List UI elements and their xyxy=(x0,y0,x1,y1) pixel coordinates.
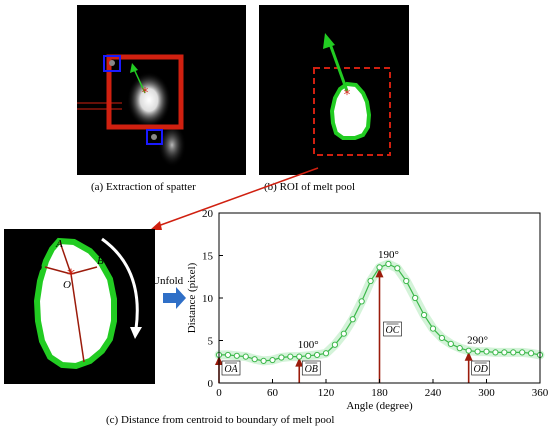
vector-label: OB xyxy=(305,364,318,375)
roi-dashed-box xyxy=(313,67,391,156)
spatter-extraction-graphic: * xyxy=(77,54,186,167)
data-point xyxy=(492,349,499,356)
vector-label-box xyxy=(383,321,402,337)
melt-pool-radii-graphic: * A B D O C xyxy=(33,237,142,382)
distance-arrowhead xyxy=(375,268,384,278)
data-point xyxy=(527,350,535,357)
data-point xyxy=(269,356,276,364)
x-tick-label: 360 xyxy=(532,387,549,399)
point-label-d: D xyxy=(33,262,42,274)
vector-label-box xyxy=(221,360,241,376)
distance-arrowhead xyxy=(464,351,473,361)
point-label-a: A xyxy=(55,238,63,250)
data-point xyxy=(260,357,267,364)
angle-annotation: 190° xyxy=(378,249,399,261)
data-point xyxy=(242,353,249,360)
data-point xyxy=(412,294,419,302)
data-point xyxy=(465,347,472,354)
spatter-box-2 xyxy=(146,129,163,145)
vector-label: OD xyxy=(473,364,488,375)
svg-text:*: * xyxy=(67,265,75,284)
data-point xyxy=(251,356,258,363)
rotation-arrow xyxy=(101,237,139,330)
data-point xyxy=(456,345,463,352)
data-point xyxy=(403,277,410,285)
x-tick-label: 180 xyxy=(371,387,388,399)
data-point xyxy=(322,350,330,357)
angle-annotation: 290° xyxy=(467,335,488,347)
data-point xyxy=(429,325,437,332)
vector-label: OA xyxy=(224,364,238,375)
angle-annotation: 100° xyxy=(298,339,319,351)
y-tick-label: 5 xyxy=(208,336,214,348)
vector-label: OC xyxy=(386,325,400,336)
roi-graphic: * xyxy=(313,33,391,156)
data-point xyxy=(483,348,490,355)
data-point xyxy=(331,341,339,348)
data-point xyxy=(224,351,232,359)
data-point xyxy=(313,351,321,359)
data-point xyxy=(296,353,303,360)
y-tick-label: 15 xyxy=(202,251,214,263)
caption-c: (c) Distance from centroid to boundary o… xyxy=(106,414,335,426)
data-point xyxy=(474,348,481,355)
data-point xyxy=(519,349,526,356)
data-point xyxy=(340,330,347,337)
distance-arrowhead xyxy=(295,357,304,367)
y-tick-label: 20 xyxy=(202,208,214,220)
data-point xyxy=(367,277,374,285)
data-point xyxy=(233,352,240,359)
data-point xyxy=(447,340,454,347)
x-tick-label: 120 xyxy=(318,387,335,399)
data-point xyxy=(305,352,312,359)
melt-pool-glow xyxy=(127,72,171,128)
melt-pool-boundary xyxy=(329,81,372,140)
data-point xyxy=(349,316,356,323)
data-point xyxy=(438,334,446,342)
point-label-c: C xyxy=(76,370,84,382)
y-axis-label: Distance (pixel) xyxy=(186,262,198,333)
roi-box xyxy=(106,54,184,130)
data-point xyxy=(501,349,508,356)
data-point xyxy=(385,260,392,268)
vector-label-box xyxy=(471,360,490,376)
spatter-extraction-image: * xyxy=(77,5,246,175)
spatter-box-1 xyxy=(103,55,121,72)
trajectory-arrow xyxy=(133,68,146,94)
point-label-b: B xyxy=(97,255,104,267)
point-label-o: O xyxy=(63,279,71,291)
data-point xyxy=(394,265,401,272)
x-tick-label: 60 xyxy=(267,387,279,399)
x-axis-label: Angle (degree) xyxy=(346,400,413,412)
data-point xyxy=(358,298,365,305)
data-point xyxy=(420,311,428,319)
vector-label-box xyxy=(301,360,321,376)
melt-pool-tail xyxy=(158,123,186,167)
data-point xyxy=(278,354,285,361)
x-tick-label: 240 xyxy=(425,387,442,399)
y-tick-label: 10 xyxy=(202,293,214,305)
centroid-marker: * xyxy=(344,88,351,103)
data-point xyxy=(287,353,294,360)
y-tick-label: 0 xyxy=(208,378,214,390)
x-tick-label: 300 xyxy=(478,387,495,399)
x-tick-label: 0 xyxy=(216,387,222,399)
roi-image: * xyxy=(259,5,409,175)
unfold-label: Unfold xyxy=(152,275,184,287)
data-point xyxy=(510,349,517,356)
melt-pool-radii-image: * A B D O C xyxy=(4,229,155,384)
centroid-marker: * xyxy=(142,86,149,101)
trajectory-arrow xyxy=(327,40,349,92)
data-point xyxy=(376,264,383,271)
